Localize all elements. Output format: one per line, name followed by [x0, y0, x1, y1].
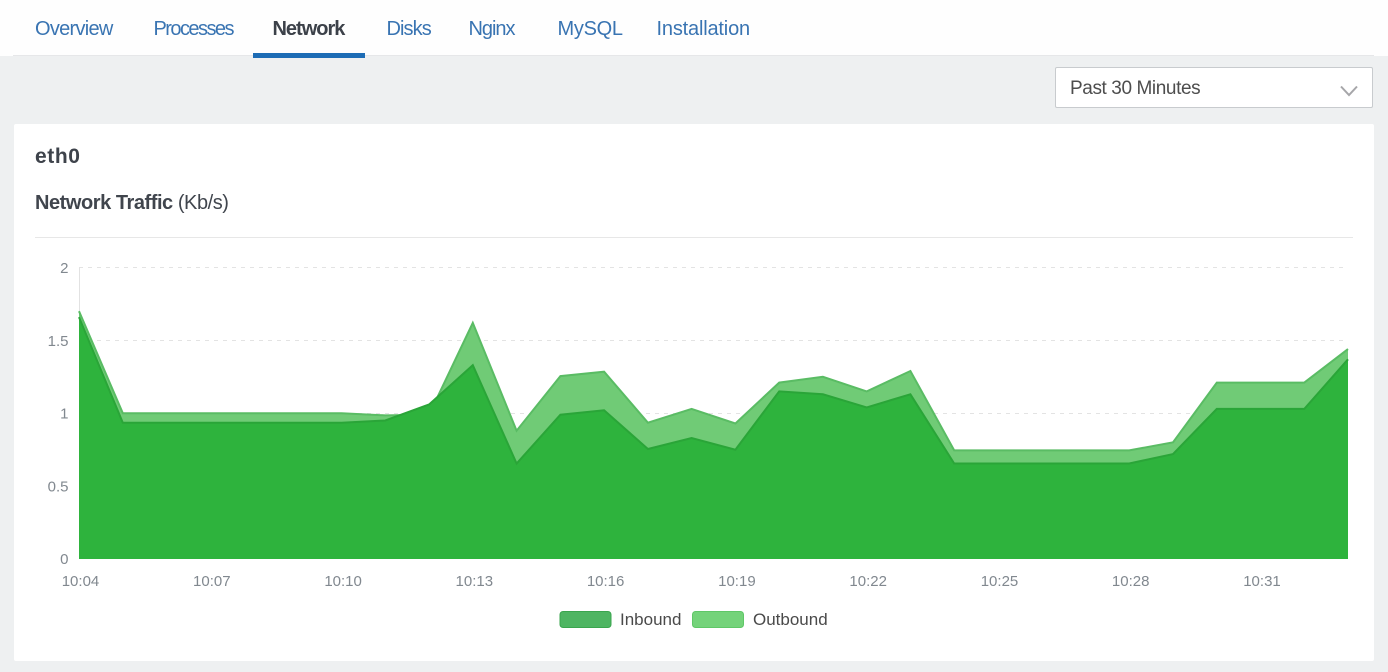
svg-text:10:31: 10:31: [1243, 573, 1281, 590]
svg-text:1: 1: [60, 406, 68, 423]
svg-text:10:10: 10:10: [324, 573, 362, 590]
svg-text:10:28: 10:28: [1112, 573, 1150, 590]
svg-text:10:19: 10:19: [718, 573, 756, 590]
svg-text:0.5: 0.5: [48, 479, 69, 496]
svg-text:10:04: 10:04: [62, 573, 100, 590]
svg-text:10:13: 10:13: [456, 573, 494, 590]
svg-text:0: 0: [60, 551, 68, 568]
svg-text:10:22: 10:22: [849, 573, 887, 590]
svg-text:Outbound: Outbound: [753, 610, 828, 629]
svg-text:10:07: 10:07: [193, 573, 231, 590]
svg-text:2: 2: [60, 260, 68, 277]
svg-text:10:25: 10:25: [981, 573, 1019, 590]
svg-text:10:16: 10:16: [587, 573, 625, 590]
svg-text:1.5: 1.5: [48, 333, 69, 350]
svg-text:Inbound: Inbound: [620, 610, 681, 629]
